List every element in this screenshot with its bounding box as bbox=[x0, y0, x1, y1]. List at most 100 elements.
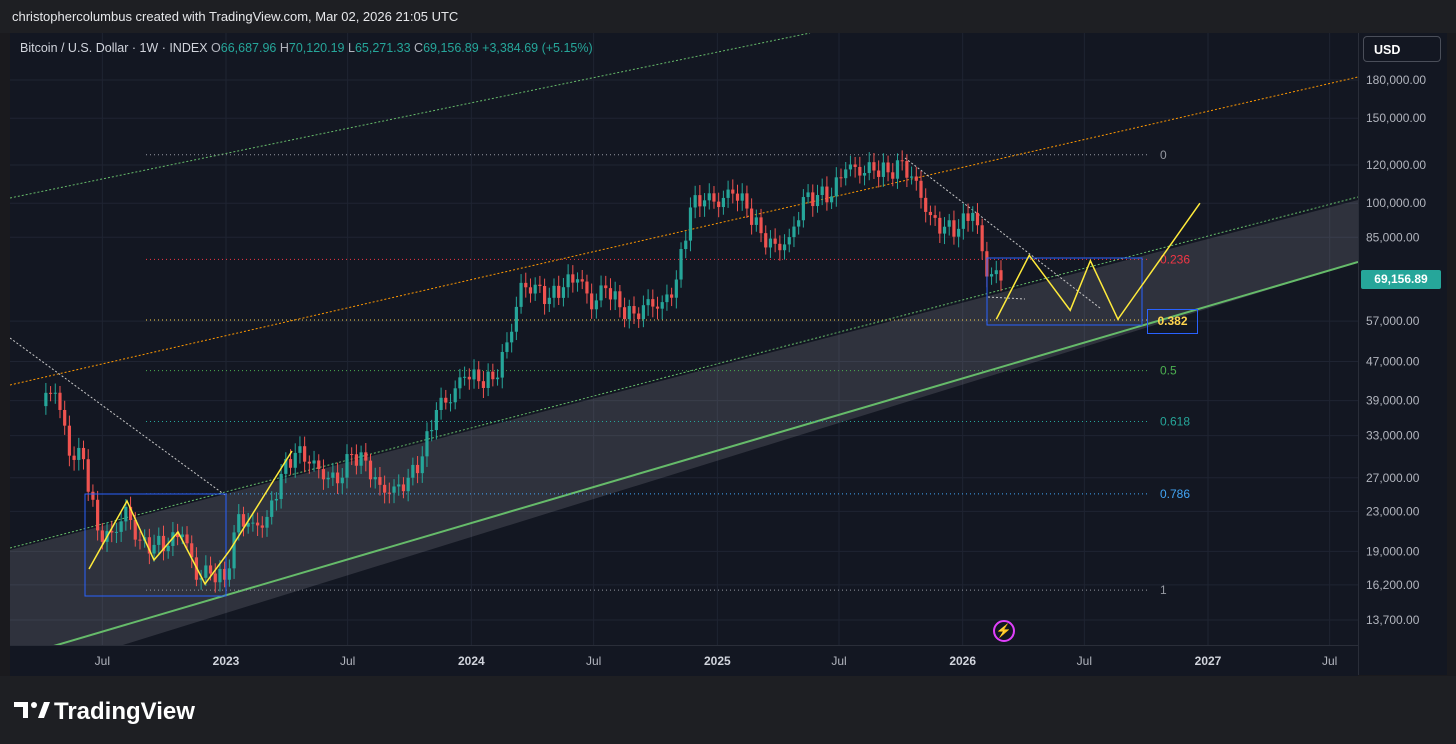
candle-body bbox=[834, 177, 838, 197]
candle-body bbox=[350, 454, 354, 456]
candle-body bbox=[48, 392, 53, 394]
candle-body bbox=[815, 195, 820, 207]
candle-body bbox=[768, 238, 773, 248]
lightning-alert-icon[interactable]: ⚡ bbox=[993, 620, 1015, 642]
candle-body bbox=[124, 506, 128, 522]
candle-body bbox=[830, 196, 834, 203]
candle-body bbox=[872, 162, 876, 171]
candle-body bbox=[340, 477, 344, 484]
candle-body bbox=[467, 376, 471, 380]
channel-upper-line bbox=[10, 196, 1358, 549]
candle-body bbox=[909, 176, 914, 178]
candle-body bbox=[670, 294, 674, 298]
candle-body bbox=[114, 531, 119, 533]
price-tick-label: 57,000.00 bbox=[1366, 314, 1420, 328]
channel-drawings bbox=[10, 33, 1358, 645]
candle-body bbox=[368, 460, 373, 480]
candle-body bbox=[886, 162, 890, 173]
candle-body bbox=[561, 287, 566, 298]
candle-body bbox=[472, 369, 476, 380]
candle-body bbox=[505, 342, 509, 352]
currency-button[interactable]: USD bbox=[1363, 36, 1441, 62]
time-axis[interactable] bbox=[10, 645, 1358, 676]
fib-level-label: 0.618 bbox=[1160, 415, 1190, 429]
candle-body bbox=[448, 402, 453, 404]
channel-fill bbox=[10, 200, 1358, 645]
candle-body bbox=[53, 392, 57, 394]
fib-level-label: 0.5 bbox=[1160, 364, 1177, 378]
candle-body bbox=[655, 306, 660, 309]
tradingview-brand: TradingView bbox=[54, 698, 195, 725]
top-bar: christophercolumbus created with Trading… bbox=[0, 0, 1456, 33]
candle-body bbox=[750, 208, 754, 225]
candle-body bbox=[425, 431, 429, 457]
candle-body bbox=[961, 213, 965, 229]
candle-body bbox=[392, 486, 396, 493]
price-tick-label: 39,000.00 bbox=[1366, 394, 1420, 408]
candle-body bbox=[867, 162, 871, 174]
candle-body bbox=[128, 506, 133, 520]
fib-0382-label: 0.382 bbox=[1147, 309, 1198, 334]
candle-body bbox=[199, 577, 203, 580]
change-value: +3,384.69 (+5.15%) bbox=[482, 41, 593, 55]
time-tick-label: Jul bbox=[340, 654, 355, 668]
candle-body bbox=[811, 192, 815, 207]
low-label: L bbox=[347, 41, 355, 55]
price-axis-labels: 180,000.00 150,000.00 120,000.00 100,000.00… bbox=[1366, 73, 1426, 627]
range-box-2022 bbox=[84, 493, 227, 597]
candle-body bbox=[542, 286, 547, 305]
candle-body bbox=[96, 499, 100, 531]
candle-body bbox=[430, 430, 434, 432]
candle-body bbox=[778, 243, 782, 251]
candle-body bbox=[255, 522, 260, 526]
candle-body bbox=[820, 186, 824, 196]
candle-body bbox=[641, 305, 646, 320]
time-axis-labels: Jul 2023 Jul 2024 Jul 2025 Jul 2026 Jul 2027 Jul bbox=[95, 654, 1338, 668]
candle-body bbox=[133, 519, 137, 540]
candle-body bbox=[81, 447, 86, 460]
candle-body bbox=[180, 534, 184, 538]
candle-body bbox=[477, 369, 481, 382]
candle-body bbox=[510, 331, 514, 343]
candle-body bbox=[947, 220, 951, 227]
candle-body bbox=[975, 212, 980, 226]
candle-body bbox=[895, 160, 900, 179]
candle-body bbox=[420, 456, 424, 474]
candle-body bbox=[848, 164, 853, 170]
candle-body bbox=[491, 371, 495, 380]
candle-body bbox=[303, 446, 307, 462]
candle-body bbox=[575, 279, 580, 283]
candle-body bbox=[166, 545, 170, 552]
price-tick-label: 150,000.00 bbox=[1366, 111, 1426, 125]
candle-body bbox=[877, 170, 881, 177]
low-value: 65,271.33 bbox=[354, 41, 411, 55]
candle-body bbox=[453, 388, 457, 403]
candle-body bbox=[792, 226, 796, 238]
candle-body bbox=[971, 212, 975, 221]
candle-body bbox=[63, 409, 67, 426]
candle-body bbox=[481, 381, 486, 388]
candle-body bbox=[566, 274, 570, 288]
candle-body bbox=[773, 238, 777, 244]
candle-body bbox=[171, 532, 175, 546]
candle-body bbox=[383, 484, 387, 493]
time-tick-label: 2025 bbox=[704, 654, 731, 668]
candle-body bbox=[547, 297, 551, 305]
price-axis[interactable] bbox=[1358, 33, 1447, 675]
candle-body bbox=[335, 472, 340, 484]
fib-level-label: 1 bbox=[1160, 583, 1167, 597]
candle-body bbox=[458, 377, 462, 389]
candle-body bbox=[260, 525, 264, 528]
candle-body bbox=[731, 189, 735, 194]
candle-body bbox=[637, 313, 641, 320]
candle-body bbox=[839, 177, 843, 179]
candle-body bbox=[387, 492, 391, 494]
candle-body bbox=[938, 217, 942, 234]
candle-body bbox=[957, 228, 961, 237]
candle-body bbox=[608, 288, 613, 300]
candle-body bbox=[331, 472, 335, 478]
candle-body bbox=[495, 377, 500, 380]
candle-body bbox=[594, 300, 598, 310]
candle-body bbox=[378, 477, 382, 485]
